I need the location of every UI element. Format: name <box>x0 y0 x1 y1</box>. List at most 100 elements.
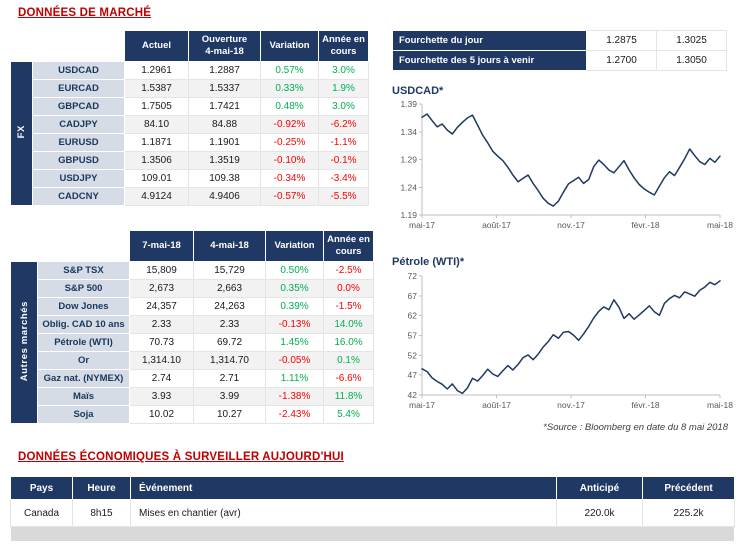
column-header: Variation <box>260 30 319 62</box>
cell-value: 1.5337 <box>188 79 261 98</box>
economic-data-title: DONNÉES ÉCONOMIQUES À SURVEILLER AUJOURD… <box>18 451 344 463</box>
cell-variation: 0.33% <box>260 79 319 98</box>
table-corner <box>11 231 130 262</box>
cell-value: 1.5387 <box>124 79 189 98</box>
cell-ytd: 0.1% <box>323 351 374 370</box>
table-row: Autres marchés S&P TSX 15,809 15,729 0.50% -2… <box>10 261 374 424</box>
table-row: Pétrole (WTI) 70.73 69.72 1.45% 16.0% <box>11 333 374 352</box>
svg-text:1.29: 1.29 <box>400 155 417 165</box>
svg-text:août-17: août-17 <box>482 400 511 410</box>
row-label: Pétrole (WTI) <box>37 333 130 352</box>
table-row: EURCAD 1.5387 1.5337 0.33% 1.9% <box>11 79 369 98</box>
row-label: Gaz nat. (NYMEX) <box>37 369 130 388</box>
source-note: *Source : Bloomberg en date du 8 mai 201… <box>543 422 728 433</box>
column-header-pays: Pays <box>10 476 73 500</box>
row-label: Or <box>37 351 130 370</box>
range-day-label: Fourchette du jour <box>392 30 587 51</box>
cell-variation: -0.13% <box>265 315 324 334</box>
range-5day-label: Fourchette des 5 jours à venir <box>392 50 587 71</box>
svg-text:67: 67 <box>408 291 418 301</box>
cell-ytd: -0.1% <box>318 151 369 170</box>
cell-value: 3.93 <box>129 387 194 406</box>
cell-value: 10.02 <box>129 405 194 424</box>
cell-value: 4.9406 <box>188 187 261 206</box>
range-5day-high: 1.3050 <box>656 50 727 71</box>
table-row: FX USDCAD 1.2961 1.2887 0.57% 3.0% <box>10 61 369 206</box>
svg-text:1.19: 1.19 <box>400 210 417 220</box>
cell-value: 1.1871 <box>124 133 189 152</box>
cell-value: 2,673 <box>129 279 194 298</box>
column-header: Actuel <box>124 30 189 62</box>
svg-text:1.24: 1.24 <box>400 182 417 192</box>
column-header: 4-mai-18 <box>193 230 266 262</box>
cell-value: 1.3506 <box>124 151 189 170</box>
fx-table: Actuel Ouverture 4-mai-18 Variation Année e… <box>10 30 369 206</box>
range-day-high: 1.3025 <box>656 30 727 51</box>
row-label: Oblig. CAD 10 ans <box>37 315 130 334</box>
table-row: Fourchette des 5 jours à venir 1.2700 1.… <box>392 50 727 71</box>
cell-ytd: 11.8% <box>323 387 374 406</box>
table-corner <box>11 31 125 62</box>
svg-text:62: 62 <box>408 311 418 321</box>
row-label: Maïs <box>37 387 130 406</box>
cell-ytd: -6.6% <box>323 369 374 388</box>
cell-ytd: -2.5% <box>323 261 374 280</box>
table-row: Maïs 3.93 3.99 -1.38% 11.8% <box>11 387 374 406</box>
svg-text:nov.-17: nov.-17 <box>557 400 585 410</box>
svg-text:47: 47 <box>408 370 418 380</box>
svg-text:72: 72 <box>408 271 418 281</box>
range-5day-low: 1.2700 <box>586 50 657 71</box>
cell-value: 1.1901 <box>188 133 261 152</box>
column-header-precedent: Précédent <box>642 476 735 500</box>
wti-chart-title: Pétrole (WTI)* <box>392 256 465 268</box>
cell-value: 1,314.10 <box>129 351 194 370</box>
row-label: CADCNY <box>32 187 125 206</box>
table-header-row: Actuel Ouverture 4-mai-18 Variation Année e… <box>11 30 369 62</box>
cell-value: 3.99 <box>193 387 266 406</box>
cell-variation: -0.34% <box>260 169 319 188</box>
row-label: Soja <box>37 405 130 424</box>
cell-value: 1,314.70 <box>193 351 266 370</box>
cell-ytd: 3.0% <box>318 97 369 116</box>
page-title: DONNÉES DE MARCHÉ <box>18 7 152 19</box>
table-row: EURUSD 1.1871 1.1901 -0.25% -1.1% <box>11 133 369 152</box>
svg-text:1.39: 1.39 <box>400 99 417 109</box>
svg-text:mai-17: mai-17 <box>409 220 435 230</box>
cell-variation: -0.57% <box>260 187 319 206</box>
cell-value: 10.27 <box>193 405 266 424</box>
row-label: GBPCAD <box>32 97 125 116</box>
table-row: Oblig. CAD 10 ans 2.33 2.33 -0.13% 14.0% <box>11 315 374 334</box>
svg-text:nov.-17: nov.-17 <box>557 220 585 230</box>
usdcad-chart: 1.19 1.24 1.29 1.34 1.39 mai-17 août-17 nov.-17… <box>400 99 733 230</box>
range-day-low: 1.2875 <box>586 30 657 51</box>
table-row: USDJPY 109.01 109.38 -0.34% -3.4% <box>11 169 369 188</box>
column-header-heure: Heure <box>72 476 131 500</box>
cell-variation: 1.11% <box>265 369 324 388</box>
row-label: CADJPY <box>32 115 125 134</box>
event-forecast: 220.0k <box>556 499 643 527</box>
cell-ytd: -1.1% <box>318 133 369 152</box>
column-header: Année en cours <box>318 30 369 62</box>
table-row: Gaz nat. (NYMEX) 2.74 2.71 1.11% -6.6% <box>11 369 374 388</box>
cell-ytd: 1.9% <box>318 79 369 98</box>
cell-ytd: 14.0% <box>323 315 374 334</box>
table-header-row: Pays Heure Événement Anticipé Précédent <box>10 476 735 500</box>
cell-ytd: 3.0% <box>318 61 369 80</box>
cell-value: 2.33 <box>193 315 266 334</box>
cell-value: 2.71 <box>193 369 266 388</box>
table-header-row: 7-mai-18 4-mai-18 Variation Année en cours <box>11 230 374 262</box>
cell-value: 2.33 <box>129 315 194 334</box>
usdcad-chart-title: USDCAD* <box>392 85 444 97</box>
cell-value: 109.01 <box>124 169 189 188</box>
svg-text:mai-18: mai-18 <box>707 220 733 230</box>
group-label: FX <box>16 125 27 139</box>
cell-ytd: 0.0% <box>323 279 374 298</box>
svg-text:févr.-18: févr.-18 <box>631 220 660 230</box>
cell-ytd: -1.5% <box>323 297 374 316</box>
cell-value: 84.10 <box>124 115 189 134</box>
daily-range-table: Fourchette du jour 1.2875 1.3025 Fourche… <box>392 30 727 71</box>
column-header-anticipe: Anticipé <box>556 476 643 500</box>
table-row: CADCNY 4.9124 4.9406 -0.57% -5.5% <box>11 187 369 206</box>
cell-ytd: -6.2% <box>318 115 369 134</box>
